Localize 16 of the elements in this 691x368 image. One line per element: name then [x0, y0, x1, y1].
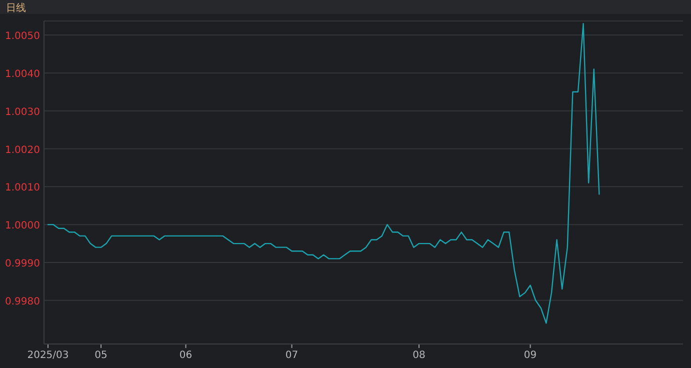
- y-tick-label: 1.0040: [5, 68, 40, 80]
- y-tick-label: 1.0020: [5, 144, 40, 156]
- x-tick-label: 2025/03: [27, 350, 69, 361]
- x-tick-label: 06: [179, 350, 192, 361]
- y-tick-label: 0.9990: [5, 258, 40, 270]
- x-tick-label: 08: [412, 350, 426, 361]
- y-tick-label: 1.0000: [5, 220, 40, 232]
- y-tick-label: 1.0030: [5, 106, 40, 118]
- x-tick-label: 09: [524, 350, 537, 361]
- x-tick-label: 07: [285, 350, 298, 361]
- y-tick-label: 1.0010: [5, 182, 40, 194]
- line-series: [47, 23, 600, 324]
- x-tick-label: 05: [94, 350, 108, 361]
- chart-title: 日线: [6, 2, 26, 14]
- y-tick-label: 1.0050: [5, 31, 40, 42]
- y-tick-label: 0.9980: [5, 296, 40, 308]
